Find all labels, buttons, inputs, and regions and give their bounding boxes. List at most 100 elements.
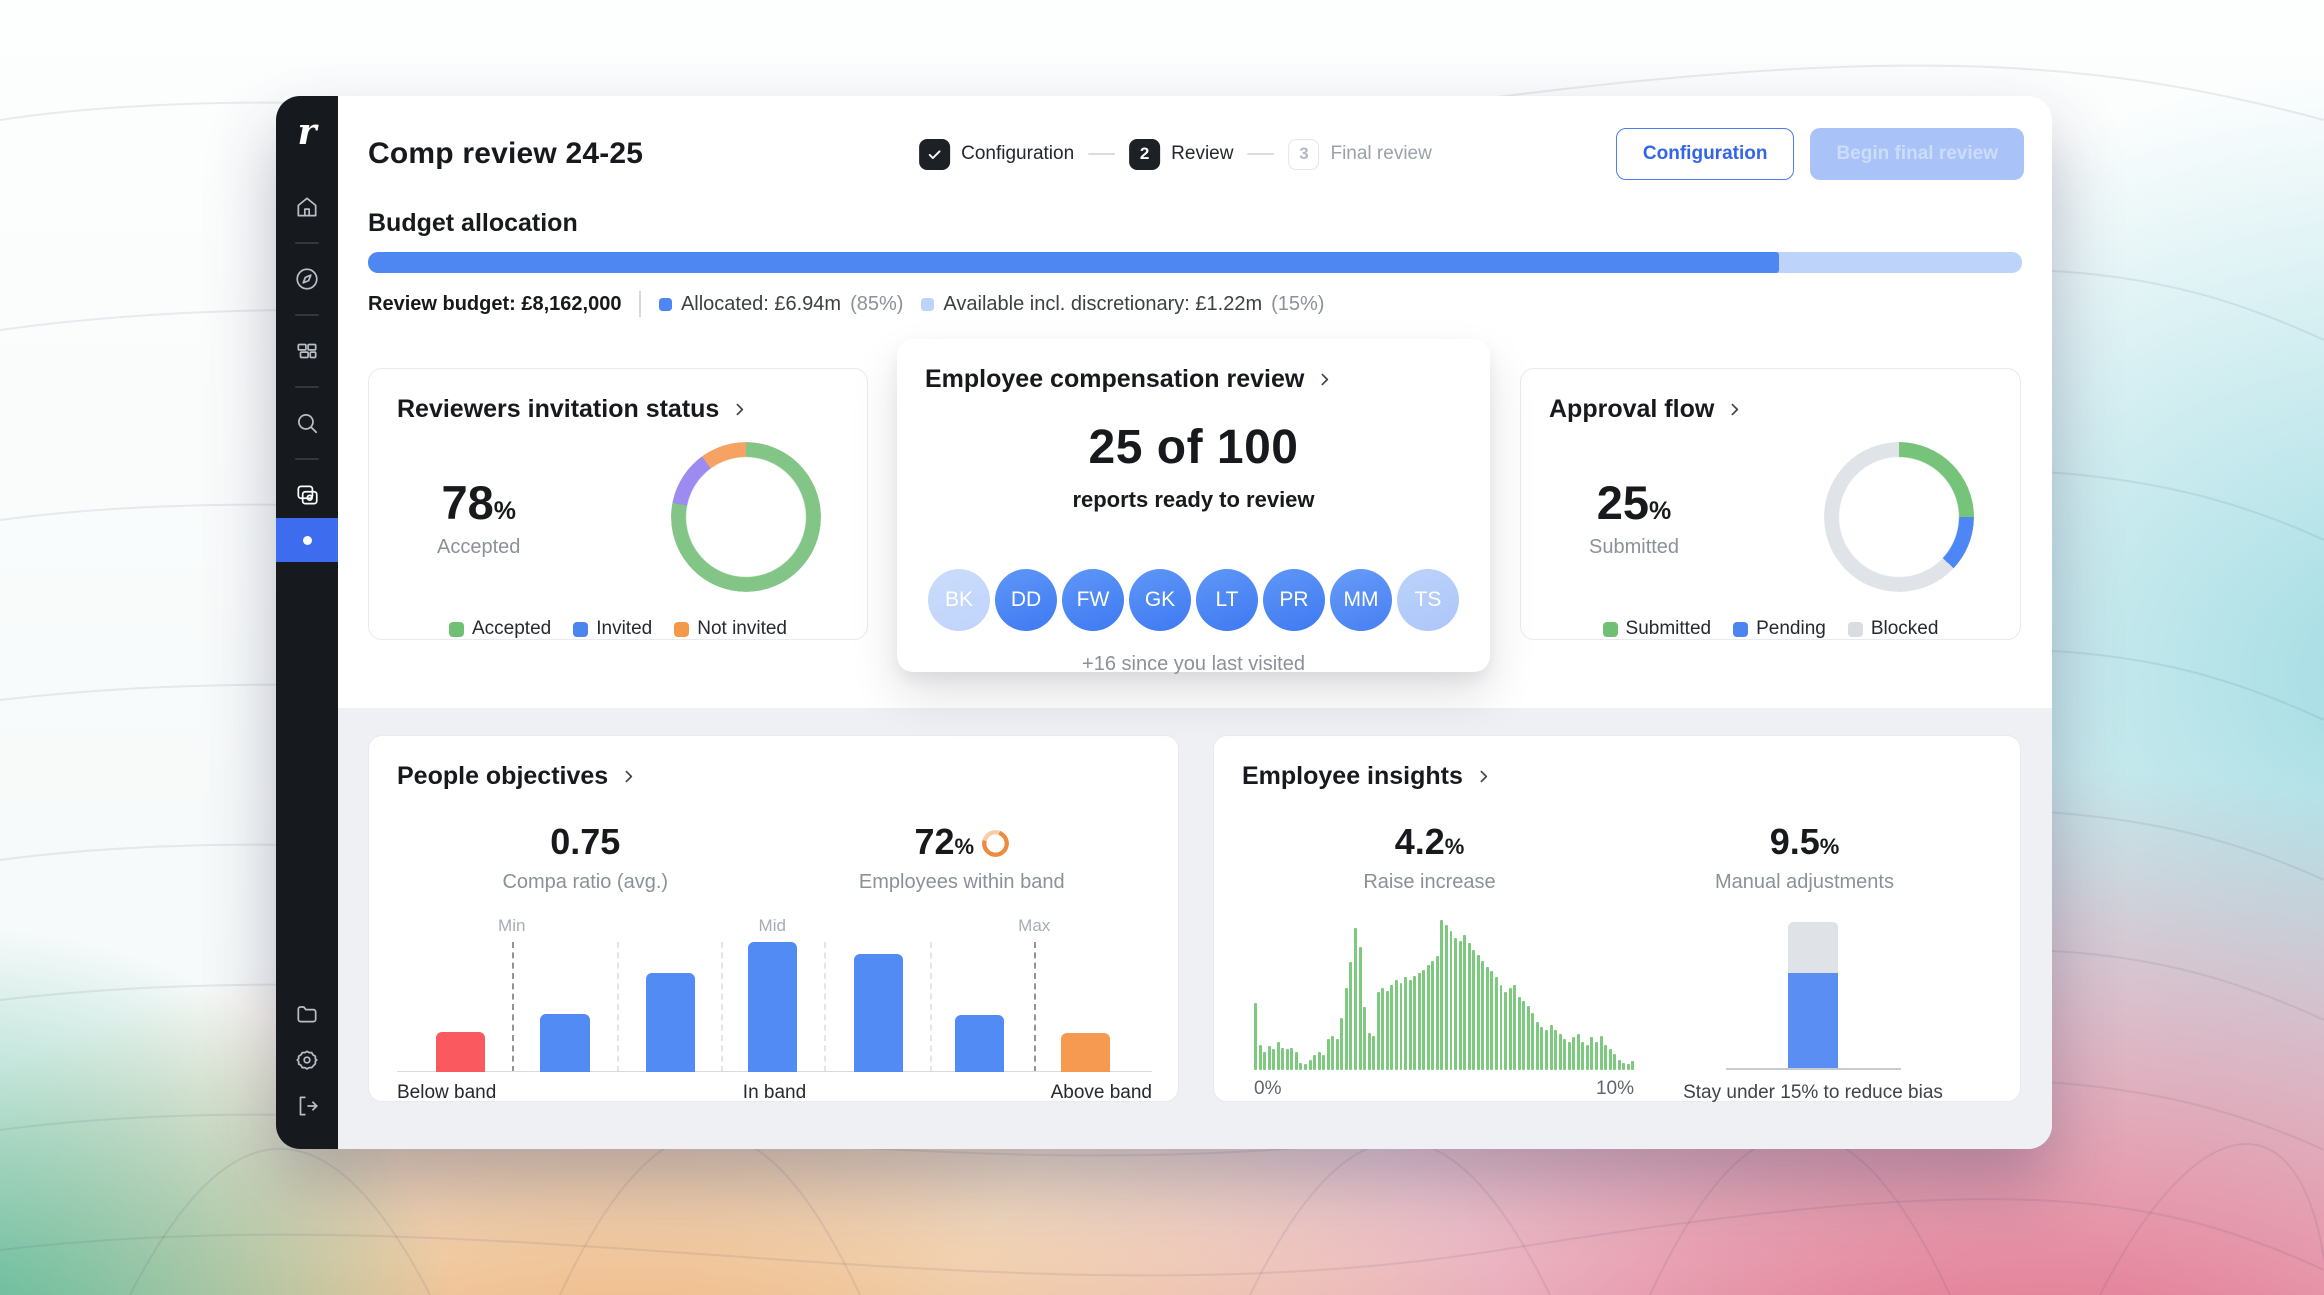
reports-ready-count: 25 of 100 xyxy=(1088,421,1299,474)
sidebar-item-org[interactable] xyxy=(276,328,338,374)
sidebar-active-indicator[interactable] xyxy=(276,518,338,562)
stat-suffix: % xyxy=(1819,834,1840,859)
legend-label: Submitted xyxy=(1625,618,1712,639)
approval-flow-card: Approval flow 25% Submitted Submitted Pen… xyxy=(1520,368,2021,640)
sidebar-item-reviews[interactable] xyxy=(276,472,338,518)
histogram-bar xyxy=(1604,1044,1608,1070)
card-title-text: Reviewers invitation status xyxy=(397,395,720,423)
avatar[interactable]: PR xyxy=(1263,569,1325,631)
histogram-bar xyxy=(1285,1049,1289,1070)
sidebar-item-home[interactable] xyxy=(276,184,338,230)
sidebar-item-logout[interactable] xyxy=(276,1083,338,1129)
histogram-bar xyxy=(1313,1055,1317,1070)
histogram-bar xyxy=(1572,1037,1576,1070)
histogram-bar xyxy=(1272,1049,1276,1070)
card-title-text: Employee insights xyxy=(1242,762,1463,790)
avatar[interactable]: BK xyxy=(928,569,990,631)
histogram-bar xyxy=(1390,984,1394,1070)
histogram-bar xyxy=(1531,1013,1535,1070)
sidebar-item-search[interactable] xyxy=(276,400,338,446)
raise-increase-stat: 4.2% Raise increase xyxy=(1242,821,1617,894)
reviewers-legend: Accepted Invited Not invited xyxy=(397,618,839,640)
stat-suffix: % xyxy=(1649,497,1672,525)
histogram-bar xyxy=(1381,987,1385,1070)
histogram-bar xyxy=(1354,927,1357,1070)
band-bar xyxy=(436,1031,486,1072)
histogram-bar xyxy=(1481,960,1485,1070)
histogram-bar xyxy=(1440,920,1444,1070)
histogram-bar xyxy=(1394,980,1398,1070)
step-configuration[interactable]: Configuration xyxy=(919,138,1075,170)
histogram-bar xyxy=(1335,1038,1339,1070)
avatar[interactable]: LT xyxy=(1196,569,1258,631)
card-title-text: People objectives xyxy=(397,762,609,790)
histogram-bar xyxy=(1290,1047,1294,1070)
stat-value: 0.75 xyxy=(550,821,621,862)
legend-divider xyxy=(639,291,641,317)
stat-caption: Compa ratio (avg.) xyxy=(502,871,669,893)
histogram-bar xyxy=(1558,1034,1562,1070)
manual-adjustments-block: Stay under 15% to reduce bias xyxy=(1634,920,1992,1104)
histogram-bar xyxy=(1472,950,1476,1070)
histogram-bar xyxy=(1463,935,1467,1070)
histogram-bar xyxy=(1331,1035,1335,1070)
histogram-bar xyxy=(1435,956,1439,1070)
people-objectives-card: People objectives 0.75 Compa ratio (avg.… xyxy=(368,735,1179,1103)
histogram-bar xyxy=(1554,1029,1558,1070)
home-icon xyxy=(297,197,317,217)
available-label: Available incl. discretionary: £1.22m xyxy=(943,292,1263,315)
step-review[interactable]: 2 Review xyxy=(1129,138,1234,170)
sidebar-item-explore[interactable] xyxy=(276,256,338,302)
sidebar-divider xyxy=(295,314,319,316)
bias-hint-caption: Stay under 15% to reduce bias xyxy=(1683,1081,1943,1103)
people-card-title-link[interactable]: People objectives xyxy=(397,762,1150,791)
stat-suffix: % xyxy=(493,497,516,525)
page-title: Comp review 24-25 xyxy=(368,137,644,170)
guide-line xyxy=(616,942,619,1072)
legend-label: Not invited xyxy=(697,618,787,639)
histogram-axis-labels: 0% 10% xyxy=(1254,1078,1634,1100)
histogram-bar xyxy=(1499,984,1503,1070)
avatar[interactable]: GK xyxy=(1129,569,1191,631)
chevron-right-icon xyxy=(1321,373,1329,386)
sidebar-item-files[interactable] xyxy=(276,991,338,1037)
histogram-bar xyxy=(1622,1062,1626,1070)
step-final-review[interactable]: 3 Final review xyxy=(1288,138,1432,170)
legend-item: Not invited xyxy=(674,618,787,640)
stat-caption: Employees within band xyxy=(858,871,1065,893)
accepted-stat: 78% Accepted xyxy=(437,475,520,559)
step-label: Review xyxy=(1171,143,1234,164)
avatar[interactable]: FW xyxy=(1062,569,1124,631)
chart-baseline xyxy=(1725,1068,1901,1070)
stat-value: 78 xyxy=(441,476,494,529)
step-label: Configuration xyxy=(961,143,1075,164)
legend-swatch-icon xyxy=(449,621,464,637)
histogram-bar xyxy=(1408,980,1412,1070)
sidebar-item-settings[interactable] xyxy=(276,1037,338,1083)
min-guide-line xyxy=(511,942,514,1072)
stat-caption: Accepted xyxy=(437,536,521,558)
sidebar: r xyxy=(276,96,338,1149)
avatar[interactable]: DD xyxy=(995,569,1057,631)
histogram-bar xyxy=(1485,966,1489,1070)
compensation-card-title-link[interactable]: Employee compensation review xyxy=(925,365,1462,394)
begin-final-review-button[interactable]: Begin final review xyxy=(1810,128,2024,180)
chevron-right-icon xyxy=(1480,770,1488,783)
app-logo[interactable]: r xyxy=(297,111,317,153)
guide-line xyxy=(930,942,933,1072)
histogram-bar xyxy=(1458,941,1462,1070)
gear-icon xyxy=(296,1050,318,1070)
stat-suffix: % xyxy=(954,834,975,859)
histogram-bar xyxy=(1467,942,1471,1070)
legend-item: Invited xyxy=(573,618,652,640)
band-bar xyxy=(1060,1033,1110,1072)
insights-card-title-link[interactable]: Employee insights xyxy=(1242,762,1992,791)
avatar[interactable]: MM xyxy=(1330,569,1392,631)
band-bar xyxy=(540,1013,590,1072)
approval-card-title-link[interactable]: Approval flow xyxy=(1549,395,1992,424)
reviewers-card-title-link[interactable]: Reviewers invitation status xyxy=(397,395,839,424)
histogram-bar xyxy=(1508,987,1512,1070)
configuration-button[interactable]: Configuration xyxy=(1615,128,1795,180)
avatar[interactable]: TS xyxy=(1397,569,1459,631)
histogram-bar xyxy=(1526,1005,1530,1070)
